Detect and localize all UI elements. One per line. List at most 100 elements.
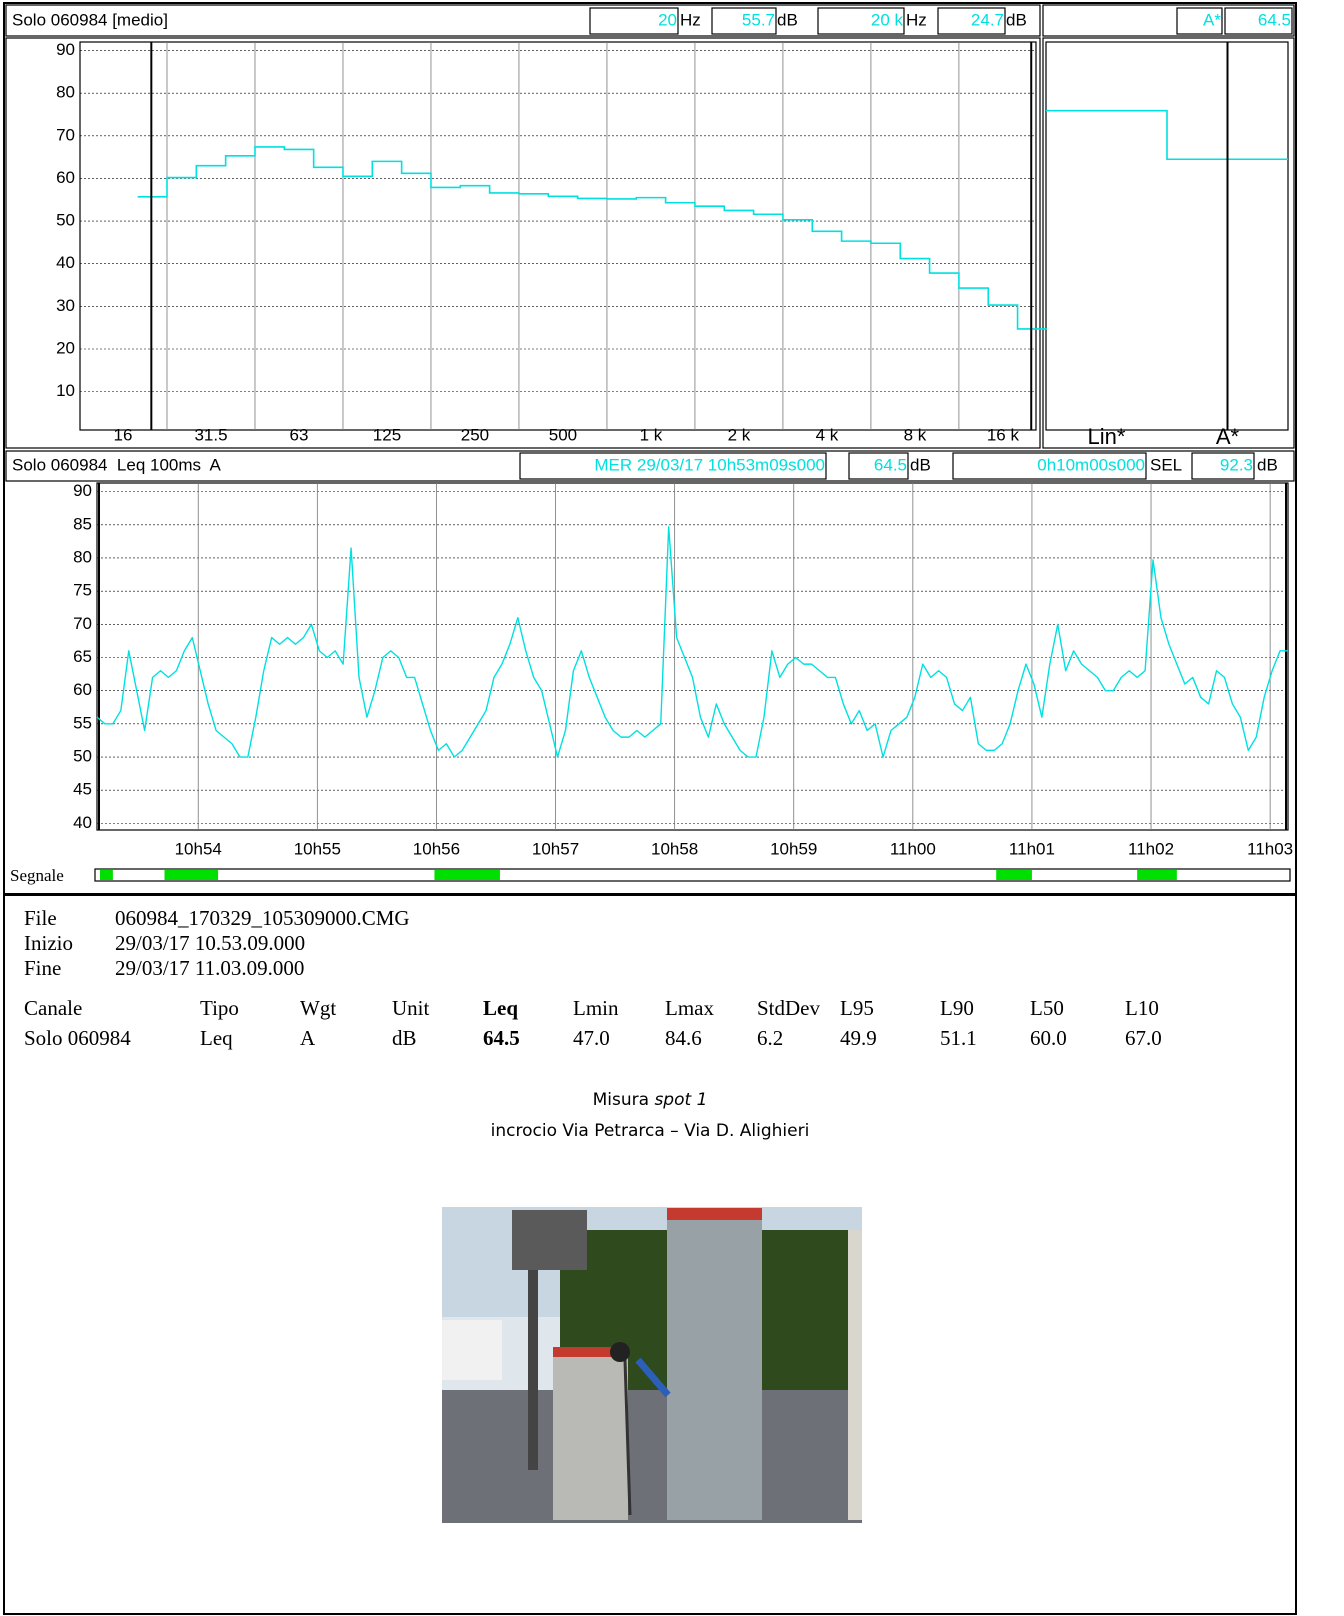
x-tick-label: 500 xyxy=(549,425,577,444)
table-cell: 47.0 xyxy=(573,1026,610,1050)
x-tick-label: 125 xyxy=(373,425,401,444)
x-tick-label: A* xyxy=(1216,424,1240,449)
x-tick-label: 8 k xyxy=(904,425,927,444)
unit: dB xyxy=(1006,10,1027,29)
x-tick-label: 2 k xyxy=(728,425,751,444)
table-cell: 67.0 xyxy=(1125,1026,1162,1050)
unit: dB xyxy=(777,10,798,29)
spectrum-line xyxy=(137,146,1047,330)
y-tick-label: 40 xyxy=(73,813,92,832)
table-header: Tipo xyxy=(200,996,239,1020)
x-tick-label: 16 k xyxy=(987,425,1020,444)
table-header: StdDev xyxy=(757,996,821,1020)
table-header: Wgt xyxy=(300,996,336,1020)
field xyxy=(1224,7,1293,35)
table-header: Leq xyxy=(483,996,518,1020)
y-tick-label: 30 xyxy=(56,296,75,315)
y-tick-label: 60 xyxy=(56,168,75,187)
field xyxy=(1191,452,1255,480)
y-tick-label: 70 xyxy=(56,125,75,144)
y-tick-label: 80 xyxy=(56,83,75,102)
x-tick-label: 11h03 xyxy=(1247,839,1293,858)
info-value: 29/03/17 11.03.09.000 xyxy=(115,956,304,980)
field xyxy=(711,7,777,35)
unit: dB xyxy=(910,455,931,474)
x-tick-label: 31.5 xyxy=(194,425,227,444)
chart-title: Solo 060984 Leq 100ms A xyxy=(12,455,222,474)
x-tick-label: 10h59 xyxy=(770,839,817,858)
level-line xyxy=(96,526,1288,758)
unit: Hz xyxy=(906,10,927,29)
y-tick-label: 70 xyxy=(73,614,92,633)
y-tick-label: 40 xyxy=(56,253,75,272)
table-header: L50 xyxy=(1030,996,1064,1020)
cursor-frequency: 20 xyxy=(658,10,677,29)
caption: Misura spot 1 xyxy=(593,1090,708,1110)
y-tick-label: 45 xyxy=(73,780,92,799)
field xyxy=(952,452,1147,480)
y-tick-label: 10 xyxy=(56,381,75,400)
start-time: MER 29/03/17 10h53m09s000 xyxy=(594,455,825,474)
unit: Hz xyxy=(680,10,701,29)
plot-area xyxy=(79,41,1037,431)
x-tick-label: 10h55 xyxy=(294,839,341,858)
info-label: Inizio xyxy=(24,931,73,955)
field xyxy=(519,452,827,480)
x-tick-label: 10h56 xyxy=(413,839,460,858)
y-tick-label: 85 xyxy=(73,514,92,533)
y-tick-label: 60 xyxy=(73,680,92,699)
table-header: Canale xyxy=(24,996,82,1020)
table-header: L90 xyxy=(940,996,974,1020)
field xyxy=(848,452,909,480)
y-tick-label: 80 xyxy=(73,547,92,566)
field xyxy=(589,7,679,35)
cursor-level: 24.7 xyxy=(971,10,1004,29)
cursor-weighting: A* xyxy=(1203,10,1221,29)
table-header: L10 xyxy=(1125,996,1159,1020)
signal-bar xyxy=(94,868,1291,882)
signal-segment xyxy=(996,870,1032,880)
cursor-level: 55.7 xyxy=(742,10,775,29)
signal-label: Segnale xyxy=(10,866,64,885)
info-label: Fine xyxy=(24,956,61,980)
sel-label: SEL xyxy=(1150,455,1182,474)
x-tick-label: 11h01 xyxy=(1009,839,1055,858)
x-tick-label: 11h00 xyxy=(890,839,936,858)
info-label: File xyxy=(24,906,57,930)
table-cell: 60.0 xyxy=(1030,1026,1067,1050)
y-tick-label: 90 xyxy=(56,40,75,59)
field xyxy=(817,7,905,35)
y-tick-label: 20 xyxy=(56,338,75,357)
table-cell: dB xyxy=(392,1026,417,1050)
info-value: 060984_170329_105309000.CMG xyxy=(115,906,410,930)
caption-place: incrocio Via Petrarca – Via D. Alighieri xyxy=(491,1121,810,1141)
cursor-frequency: 20 k xyxy=(871,10,904,29)
table-header: Unit xyxy=(392,996,430,1020)
field xyxy=(937,7,1006,35)
y-tick-label: 50 xyxy=(73,747,92,766)
duration: 0h10m00s000 xyxy=(1037,455,1145,474)
x-tick-label: 4 k xyxy=(816,425,839,444)
x-tick-label: 11h02 xyxy=(1128,839,1174,858)
table-header: Lmin xyxy=(573,996,619,1020)
y-tick-label: 50 xyxy=(56,211,75,230)
signal-segment xyxy=(434,870,500,880)
plot-area xyxy=(96,482,1289,831)
y-tick-label: 65 xyxy=(73,647,92,666)
x-tick-label: 16 xyxy=(114,425,133,444)
table-cell: 6.2 xyxy=(757,1026,783,1050)
cursor-level: 64.5 xyxy=(1258,10,1291,29)
x-tick-label: 10h58 xyxy=(651,839,698,858)
y-tick-label: 90 xyxy=(73,481,92,500)
table-cell: A xyxy=(300,1026,316,1050)
signal-segment xyxy=(99,870,113,880)
caption-italic: spot 1 xyxy=(654,1090,707,1110)
y-tick-label: 75 xyxy=(73,581,92,600)
leq: 64.5 xyxy=(874,455,907,474)
signal-segment xyxy=(164,870,219,880)
table-cell: Leq xyxy=(200,1026,233,1050)
table-header: Lmax xyxy=(665,996,714,1020)
table-cell: 84.6 xyxy=(665,1026,702,1050)
unit: dB xyxy=(1257,455,1278,474)
info-value: 29/03/17 10.53.09.000 xyxy=(115,931,305,955)
